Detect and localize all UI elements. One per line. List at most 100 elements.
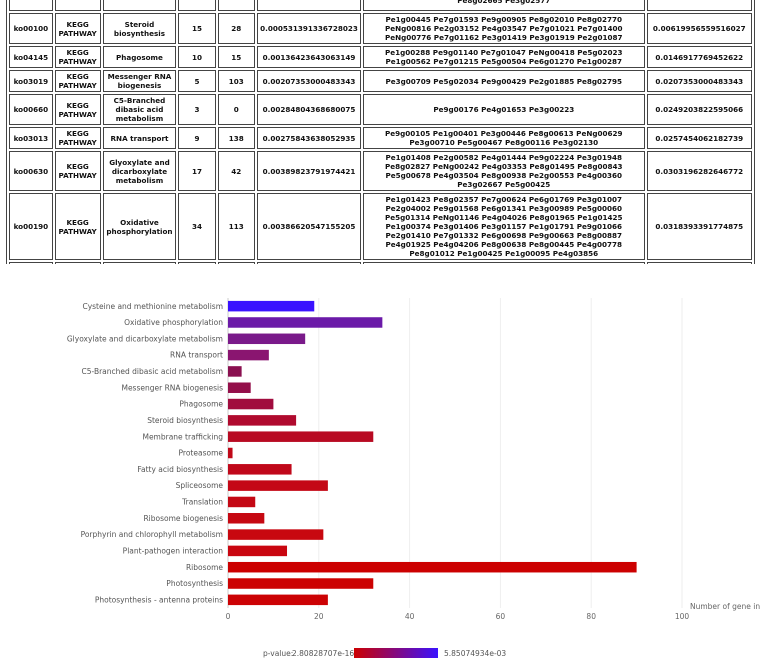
x-axis-title: Number of gene in [690,602,760,611]
bar [228,578,374,589]
bar [228,496,256,508]
cell-corrected-p-value: 0.0207353000483343 [646,70,752,92]
color-legend: p-value: 2.80828707e-16 5.85074934e-03 [263,648,506,658]
category-label: Spliceosome [176,481,224,490]
cell-p-value: 0.00389823791974421 [257,151,361,191]
bar [228,333,306,345]
cell-database: KEGG PATHWAY [54,94,101,125]
cell-id: ko00630 [9,151,53,191]
cell-background-number: 53 [217,262,256,264]
bar [228,398,274,410]
cell-input-number [178,0,216,11]
cell-p-value: 0.00207353000483343 [257,70,361,92]
cell-background-number: 113 [217,193,256,260]
cell-database: KEGG PATHWAY [54,70,101,92]
category-label: Plant-pathogen interaction [123,546,224,555]
bar [228,382,251,393]
table-row: ko00100 KEGG PATHWAY Steroid biosynthesis 1… [9,13,752,44]
legend-max-value: 5.85074934e-03 [444,649,506,658]
cell-input-number: 10 [178,46,216,68]
bar [228,594,328,606]
kegg-results-table-container: Pe8g02665 Pe3g02577 ko00100 KEGG PATHWAY St… [6,0,755,264]
category-label: Photosynthesis [166,579,223,588]
cell-id: ko03013 [9,127,53,149]
bar [228,545,288,557]
cell-corrected-p-value: 0.0431107846053659 [646,262,752,264]
table-row: ko03013 KEGG PATHWAY RNA transport 9 138 0.00… [9,127,752,149]
x-tick-label: 100 [675,612,690,621]
bar [228,317,383,328]
cell-genes: Pe9g00176 Pe4g01653 Pe3g00223 [362,94,645,125]
bar [228,447,233,459]
cell-corrected-p-value: 0.0249203822595066 [646,94,752,125]
grid-lines [227,298,683,608]
bar [228,529,324,540]
cell-p-value: 0.00136423643063149 [257,46,361,68]
category-label: Fatty acid biosynthesis [137,465,223,474]
cell-genes: Pe8g02665 Pe3g02577 [362,0,645,11]
cell-genes: Pe9g00105 Pe1g00401 Pe3g00446 Pe8g00613 … [362,127,645,149]
bar [228,415,297,426]
cell-term: Messenger RNA biogenesis [102,70,177,92]
bar [228,300,315,312]
cell-genes: Pe1g01408 Pe2g00582 Pe4g01444 Pe9g02224 … [362,151,645,191]
category-label: Photosynthesis - antenna proteins [95,595,223,604]
cell-term: Phagosome [102,46,177,68]
cell-corrected-p-value: 0.0257454062182739 [646,127,752,149]
cell-input-number: 17 [178,151,216,191]
table-row: ko00270KEGG PATHWAYCysteine and methioni… [9,262,752,264]
cell-term: Steroid biosynthesis [102,13,177,44]
cell-background-number: 15 [217,46,256,68]
category-label: Proteasome [179,449,224,458]
cell-database: KEGG PATHWAY [54,13,101,44]
cell-background-number: 103 [217,70,256,92]
cell-database: KEGG PATHWAY [54,46,101,68]
legend-gradient-bar [354,648,438,658]
category-label: Glyoxylate and dicarboxylate metabolism [67,334,223,343]
cell-id: ko03019 [9,70,53,92]
cell-id: ko00100 [9,13,53,44]
bar [228,513,265,524]
cell-term: Glyoxylate and dicarboxylate metabolism [102,151,177,191]
kegg-results-table: Pe8g02665 Pe3g02577 ko00100 KEGG PATHWAY St… [6,0,755,264]
category-label: C5-Branched dibasic acid metabolism [82,367,224,376]
category-label: Ribosome biogenesis [143,514,223,523]
category-label: Porphyrin and chlorophyll metabolism [81,530,223,539]
cell-input-number: 19 [178,262,216,264]
cell-input-number: 9 [178,127,216,149]
cell-database: KEGG PATHWAY [54,262,101,264]
cell-background-number: 28 [217,13,256,44]
cell-database: KEGG PATHWAY [54,151,101,191]
cell-corrected-p-value: 0.0146917769452622 [646,46,752,68]
category-label: Phagosome [179,400,223,409]
cell-input-number: 34 [178,193,216,260]
cell-database [54,0,101,11]
cell-genes: Pe1g00445 Pe7g01593 Pe9g00905 Pe8g02010 … [362,13,645,44]
bars [228,300,637,606]
cell-input-number: 5 [178,70,216,92]
cell-p-value: 0.00284804368680075 [257,94,361,125]
category-label: Steroid biosynthesis [147,416,223,425]
table-row: ko00190 KEGG PATHWAY Oxidative phosphoryla… [9,193,752,260]
cell-id [9,0,53,11]
x-tick-label: 80 [586,612,596,621]
bar [228,464,292,475]
bar [228,480,328,491]
bar [228,431,374,442]
table-row: ko03019 KEGG PATHWAY Messenger RNA biogene… [9,70,752,92]
cell-id: ko00660 [9,94,53,125]
bar [228,349,269,361]
category-label: Membrane trafficking [142,432,223,441]
cell-id: ko00190 [9,193,53,260]
x-tick-label: 20 [314,612,324,621]
category-label: RNA transport [170,351,223,360]
category-label: Ribosome [186,563,223,572]
cell-p-value: 0.000531391336728023 [257,13,361,44]
category-label: Translation [181,498,223,507]
table-row: ko00630 KEGG PATHWAY Glyoxylate and dicarb… [9,151,752,191]
table-body: Pe8g02665 Pe3g02577 ko00100 KEGG PATHWAY St… [9,0,752,264]
cell-database: KEGG PATHWAY [54,193,101,260]
cell-corrected-p-value: 0.0318393391774875 [646,193,752,260]
cell-id: ko04145 [9,46,53,68]
category-labels: Cysteine and methionine metabolism Oxidat… [67,302,224,605]
